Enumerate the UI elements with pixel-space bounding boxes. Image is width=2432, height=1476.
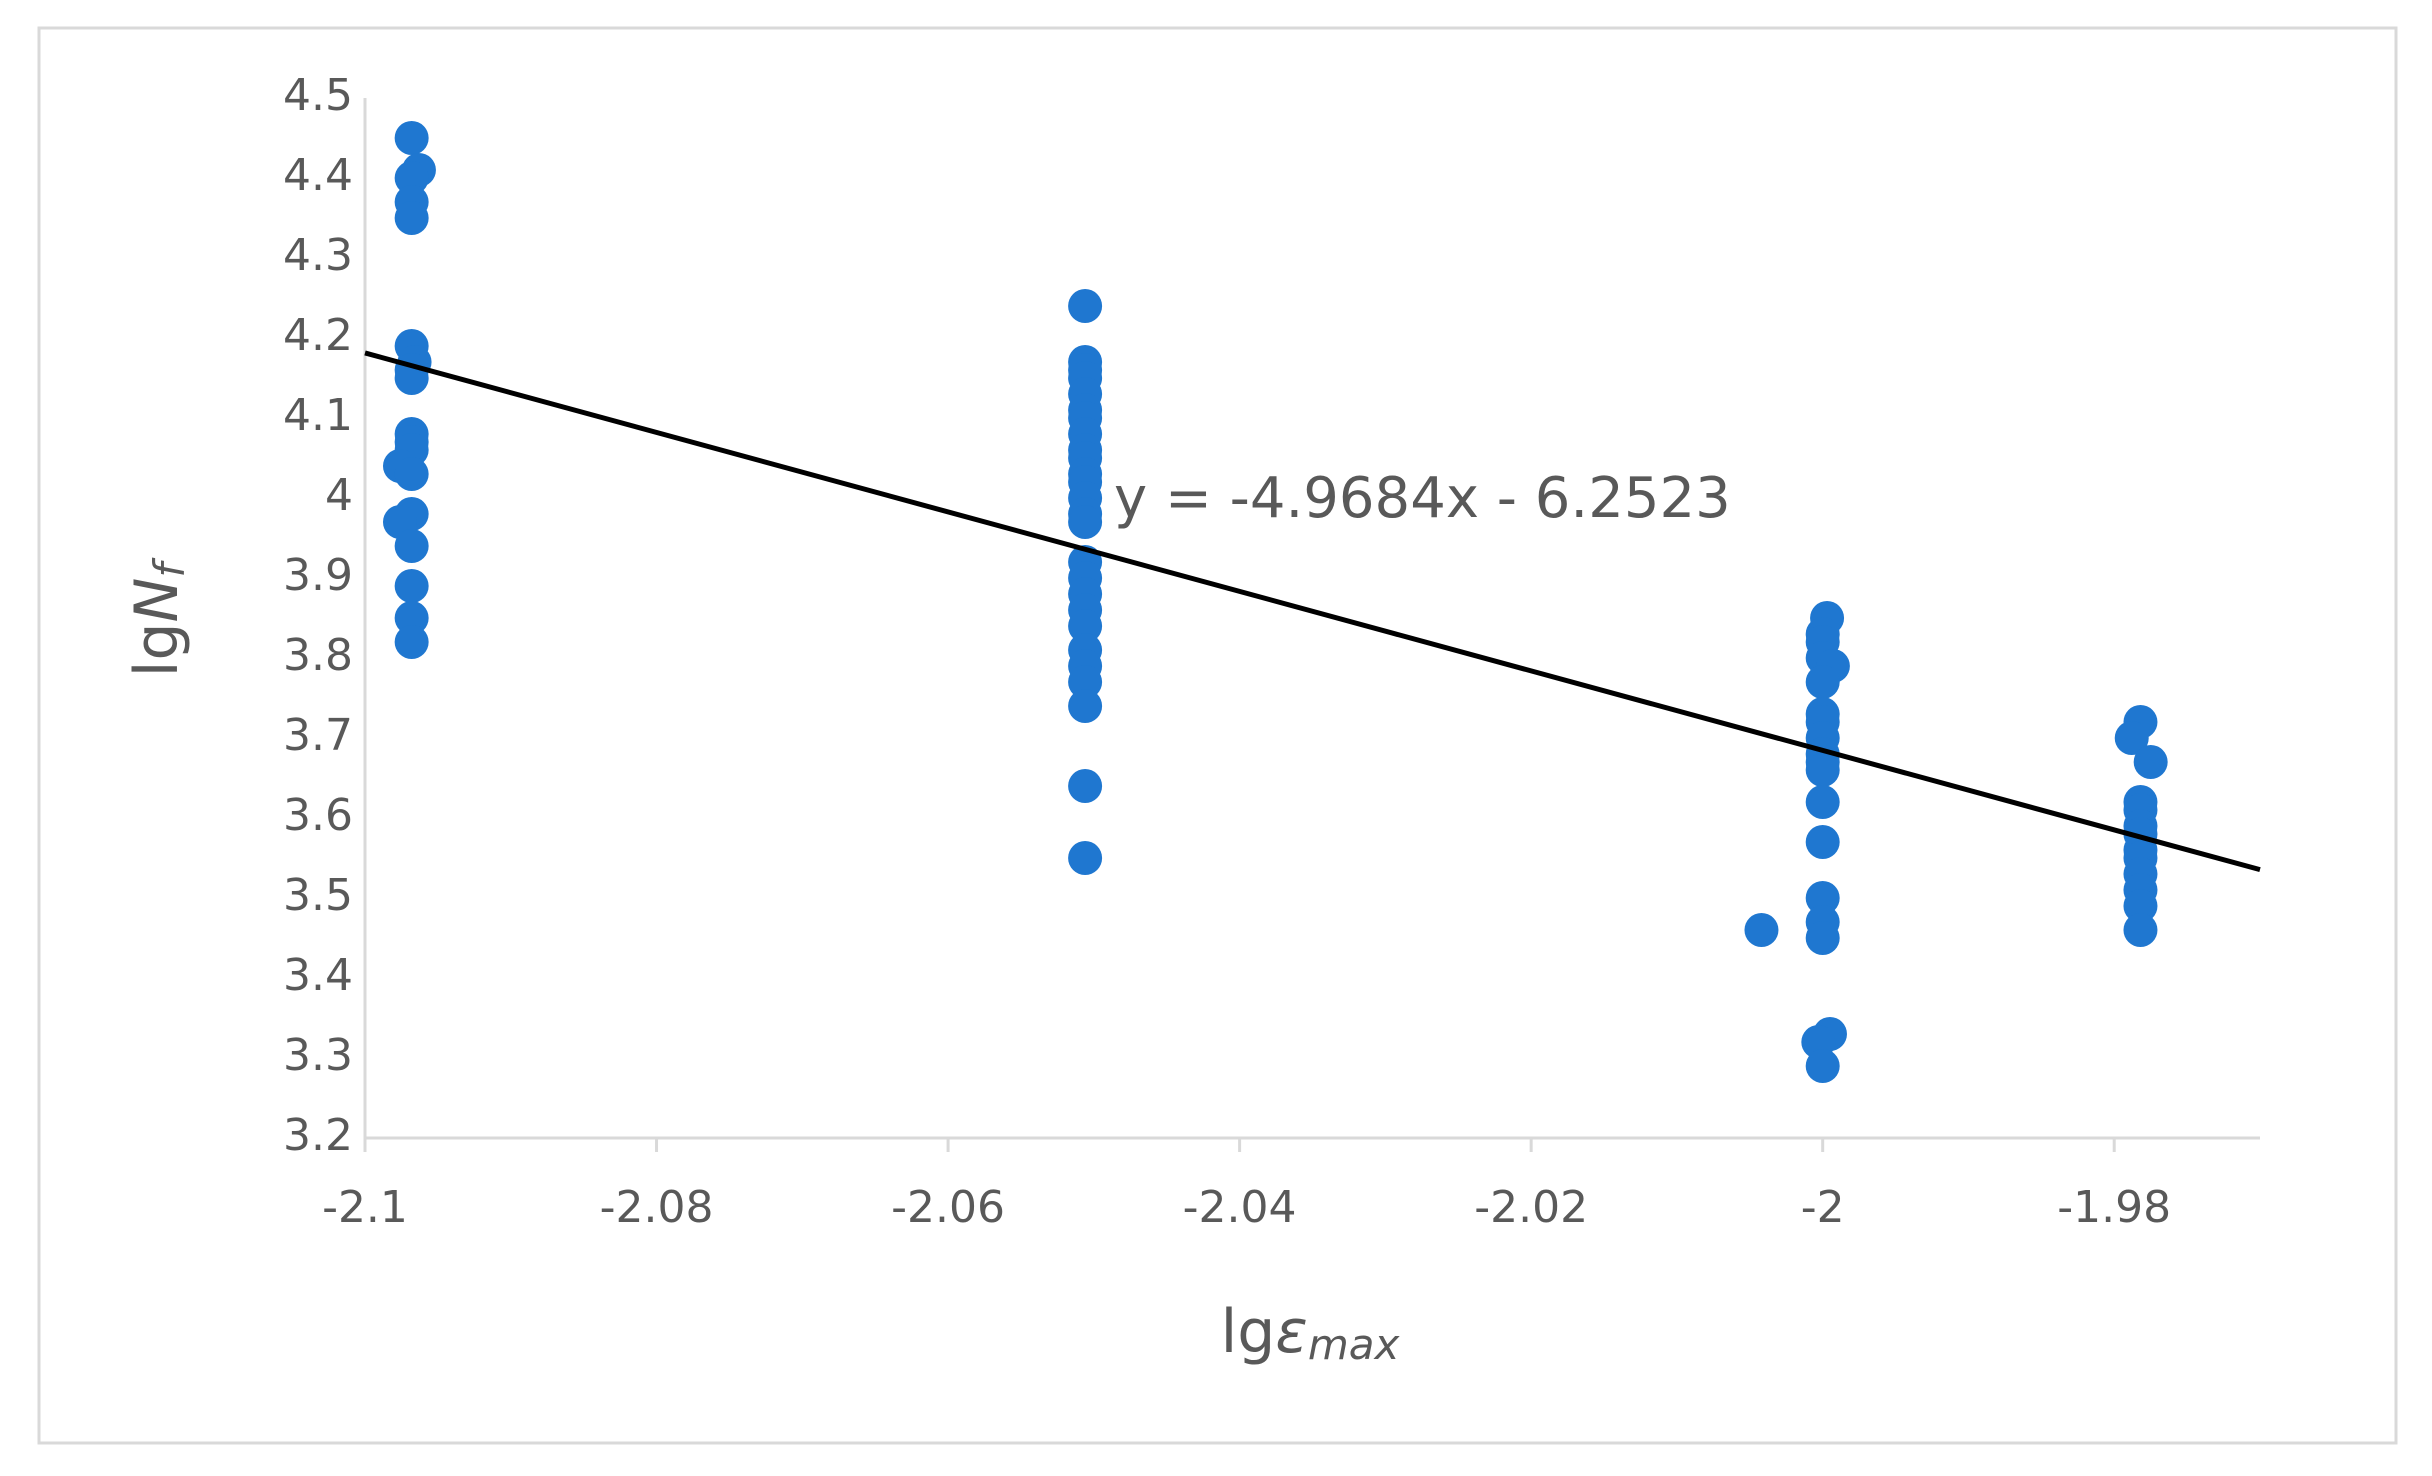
point (1805, 785, 1840, 819)
chart-frame (37, 26, 2398, 1445)
point (394, 457, 429, 491)
point (1805, 921, 1840, 955)
y-label-symbol: N (122, 578, 192, 623)
point (1744, 913, 1779, 947)
x-tick-label: -2.08 (600, 1182, 714, 1233)
y-tick-label: 4.1 (283, 390, 353, 441)
y-tick-label: 3.7 (283, 710, 353, 761)
point (1068, 841, 1103, 875)
x-axis-label: lgεmax (1221, 1297, 1401, 1369)
point (1805, 665, 1840, 699)
point (1805, 825, 1840, 859)
y-tick-label: 3.6 (283, 790, 353, 841)
x-label-subscript: max (1308, 1320, 1401, 1369)
point (1068, 505, 1103, 539)
point (1805, 753, 1840, 787)
y-tick-label: 4.3 (283, 230, 353, 281)
y-tick-label: 4.5 (283, 70, 353, 121)
point (1068, 769, 1103, 803)
trendline-equation: y = -4.9684x - 6.2523 (1114, 466, 1731, 531)
y-label-prefix: lg (122, 622, 192, 677)
x-tick-label: -2 (1801, 1182, 1845, 1233)
x-tick-label: -2.1 (322, 1182, 408, 1233)
point (394, 569, 429, 603)
point (2123, 913, 2158, 947)
y-tick-label: 3.3 (283, 1030, 353, 1081)
point (1068, 609, 1103, 643)
point (1805, 1049, 1840, 1083)
y-tick-label: 3.4 (283, 950, 353, 1001)
x-tick-label: -2.06 (891, 1182, 1005, 1233)
y-tick-label: 4.4 (283, 150, 353, 201)
x-tick-label: -2.04 (1183, 1182, 1297, 1233)
point (1068, 289, 1103, 323)
x-label-symbol: ε (1275, 1297, 1307, 1367)
y-tick-label: 3.2 (283, 1110, 353, 1161)
point (2114, 721, 2149, 755)
point (394, 625, 429, 659)
y-tick-label: 3.9 (283, 550, 353, 601)
x-tick-label: -1.98 (2057, 1182, 2171, 1233)
point (1068, 689, 1103, 723)
point (394, 201, 429, 235)
trendline (364, 350, 2261, 873)
y-tick-label: 3.5 (283, 870, 353, 921)
point (1068, 665, 1103, 699)
point (394, 161, 429, 195)
x-tick-label: -2.02 (1474, 1182, 1588, 1233)
point (394, 121, 429, 155)
y-tick-label: 4 (325, 470, 353, 521)
point (1805, 881, 1840, 915)
point (394, 529, 429, 563)
point (2123, 889, 2158, 923)
y-tick-label: 3.8 (283, 630, 353, 681)
point (394, 601, 429, 635)
x-label-prefix: lg (1221, 1297, 1276, 1367)
point (2133, 745, 2168, 779)
y-tick-label: 4.2 (283, 310, 353, 361)
